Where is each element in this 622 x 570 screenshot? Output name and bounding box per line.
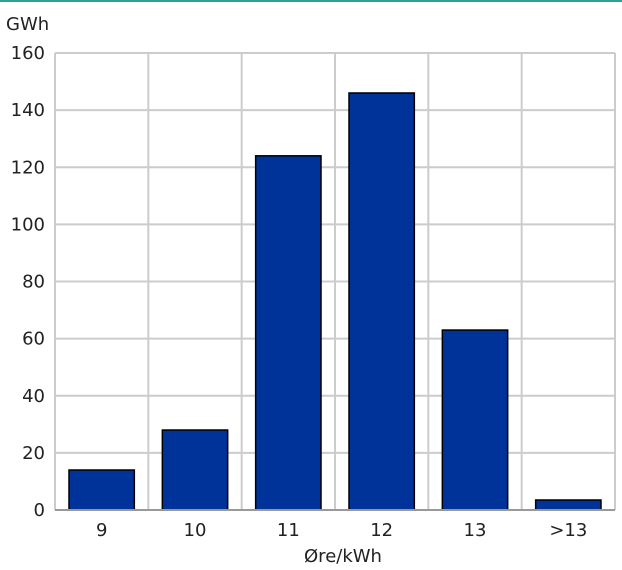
- bars: [68, 92, 602, 511]
- x-tick-label-4: 13: [464, 520, 487, 541]
- y-tick-label-3: 60: [22, 329, 45, 350]
- x-tick-labels: 9 10 11 12 13 >13: [96, 520, 587, 541]
- x-tick-label-1: 10: [184, 520, 207, 541]
- y-tick-label-5: 100: [11, 214, 45, 235]
- y-tick-label-0: 0: [34, 500, 45, 521]
- x-tick-label-2: 11: [277, 520, 300, 541]
- x-tick-label-5: >13: [549, 520, 587, 541]
- bar-2: [254, 155, 322, 511]
- y-tick-label-4: 80: [22, 272, 45, 293]
- x-tick-label-0: 9: [96, 520, 107, 541]
- bar-1: [161, 429, 229, 511]
- bar-0: [68, 469, 136, 511]
- y-tick-label-2: 40: [22, 386, 45, 407]
- bar-4: [441, 329, 509, 511]
- y-tick-label-1: 20: [22, 443, 45, 464]
- x-tick-label-3: 12: [370, 520, 393, 541]
- y-tick-labels: 0 20 40 60 80 100 120 140 160: [11, 43, 45, 521]
- y-axis-unit: GWh: [6, 14, 49, 35]
- y-tick-label-6: 120: [11, 157, 45, 178]
- gridlines: [54, 52, 616, 510]
- x-axis-label: Øre/kWh: [304, 546, 382, 567]
- y-tick-label-8: 160: [11, 43, 45, 64]
- bar-3: [348, 92, 416, 511]
- y-tick-label-7: 140: [11, 100, 45, 121]
- bar-5: [534, 499, 602, 511]
